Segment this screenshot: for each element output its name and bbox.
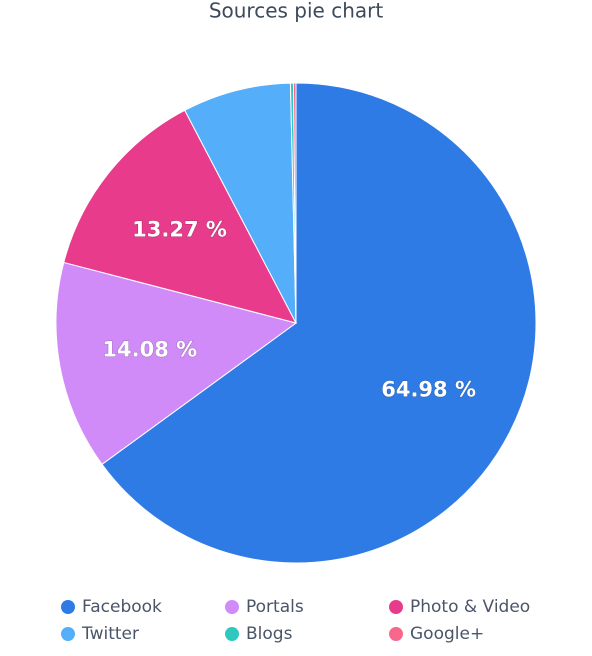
legend-label: Portals (246, 597, 304, 617)
data-label: 13.27 % (132, 217, 227, 241)
legend-label: Twitter (81, 624, 139, 644)
pie-slice (55, 261, 298, 466)
legend-marker (389, 627, 403, 641)
pie-slice (63, 109, 297, 324)
legend-marker (61, 627, 75, 641)
legend-label: Facebook (82, 597, 162, 617)
data-label: 64.98 % (381, 377, 476, 401)
chart-title: Sources pie chart (209, 0, 384, 23)
pie-slice (184, 82, 297, 324)
data-label: 14.08 % (102, 338, 197, 362)
legend-label: Blogs (246, 624, 293, 644)
pie-slice (292, 82, 297, 324)
pie-slice (101, 82, 537, 564)
legend-marker (389, 600, 403, 614)
legend-marker (225, 600, 239, 614)
legend-label: Photo & Video (410, 597, 530, 617)
legend-marker (61, 600, 75, 614)
legend-marker (225, 627, 239, 641)
legend-label: Google+ (410, 624, 484, 644)
